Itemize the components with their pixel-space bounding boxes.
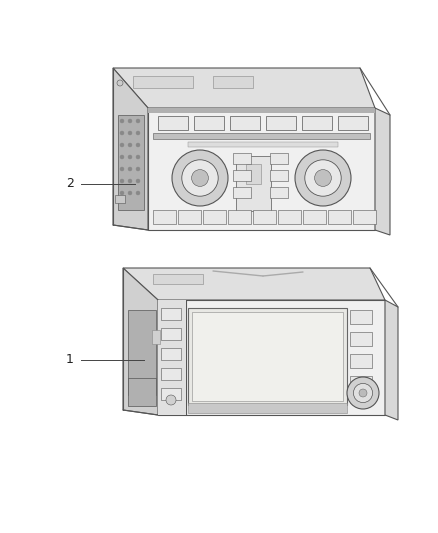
Bar (188, 403, 347, 413)
Circle shape (117, 80, 123, 86)
Bar (338, 116, 368, 130)
Bar (152, 330, 160, 344)
Bar (188, 142, 338, 147)
Bar (353, 210, 376, 224)
Bar (158, 116, 188, 130)
Circle shape (128, 143, 132, 147)
Bar (161, 328, 181, 340)
Text: 1: 1 (66, 353, 74, 366)
Bar (303, 210, 326, 224)
Bar (270, 153, 288, 164)
Bar (266, 116, 296, 130)
Circle shape (120, 167, 124, 171)
Bar (188, 308, 347, 405)
Bar (153, 210, 176, 224)
Bar (253, 210, 276, 224)
Bar (302, 116, 332, 130)
Circle shape (128, 191, 132, 195)
Bar (230, 116, 260, 130)
Circle shape (128, 119, 132, 123)
Circle shape (136, 167, 140, 171)
Bar (153, 274, 203, 284)
Circle shape (128, 155, 132, 159)
Circle shape (136, 155, 140, 159)
Circle shape (120, 119, 124, 123)
Bar (233, 187, 251, 198)
Bar (128, 310, 156, 395)
Circle shape (305, 160, 341, 196)
Circle shape (136, 179, 140, 183)
Bar (270, 187, 288, 198)
Polygon shape (158, 300, 385, 415)
Bar (115, 195, 125, 203)
Circle shape (120, 179, 124, 183)
Circle shape (136, 143, 140, 147)
Circle shape (136, 119, 140, 123)
Bar (233, 170, 251, 181)
Circle shape (136, 131, 140, 135)
Polygon shape (375, 108, 390, 235)
Bar (246, 164, 261, 184)
Circle shape (128, 131, 132, 135)
Polygon shape (385, 300, 398, 420)
Bar (133, 76, 193, 88)
Circle shape (120, 155, 124, 159)
Bar (192, 312, 343, 401)
Circle shape (120, 131, 124, 135)
Bar (328, 210, 351, 224)
Circle shape (120, 191, 124, 195)
Circle shape (128, 167, 132, 171)
Bar (153, 133, 370, 139)
Circle shape (314, 169, 332, 187)
Circle shape (120, 143, 124, 147)
Bar (350, 310, 372, 324)
Circle shape (166, 395, 176, 405)
Bar (194, 116, 224, 130)
Circle shape (295, 150, 351, 206)
Bar (203, 210, 226, 224)
Polygon shape (148, 108, 375, 230)
Circle shape (359, 389, 367, 397)
Bar (158, 300, 186, 415)
Circle shape (353, 383, 373, 402)
Bar (161, 388, 181, 400)
Bar (350, 354, 372, 368)
Circle shape (136, 191, 140, 195)
Polygon shape (123, 268, 158, 415)
Bar (148, 108, 375, 113)
Circle shape (347, 377, 379, 409)
Polygon shape (123, 268, 385, 300)
Bar (128, 378, 156, 406)
Bar (278, 210, 301, 224)
Bar (161, 368, 181, 380)
Bar (118, 115, 144, 210)
Bar (228, 210, 251, 224)
Bar (350, 332, 372, 346)
Bar (233, 153, 251, 164)
Polygon shape (113, 68, 375, 108)
Bar (350, 376, 372, 390)
Bar (236, 156, 271, 211)
Text: 2: 2 (66, 177, 74, 190)
Circle shape (128, 179, 132, 183)
Bar (213, 76, 253, 88)
Bar (270, 170, 288, 181)
Circle shape (182, 160, 218, 196)
Circle shape (191, 169, 208, 187)
Circle shape (172, 150, 228, 206)
Polygon shape (113, 68, 148, 230)
Bar (161, 348, 181, 360)
Bar (178, 210, 201, 224)
Bar (161, 308, 181, 320)
